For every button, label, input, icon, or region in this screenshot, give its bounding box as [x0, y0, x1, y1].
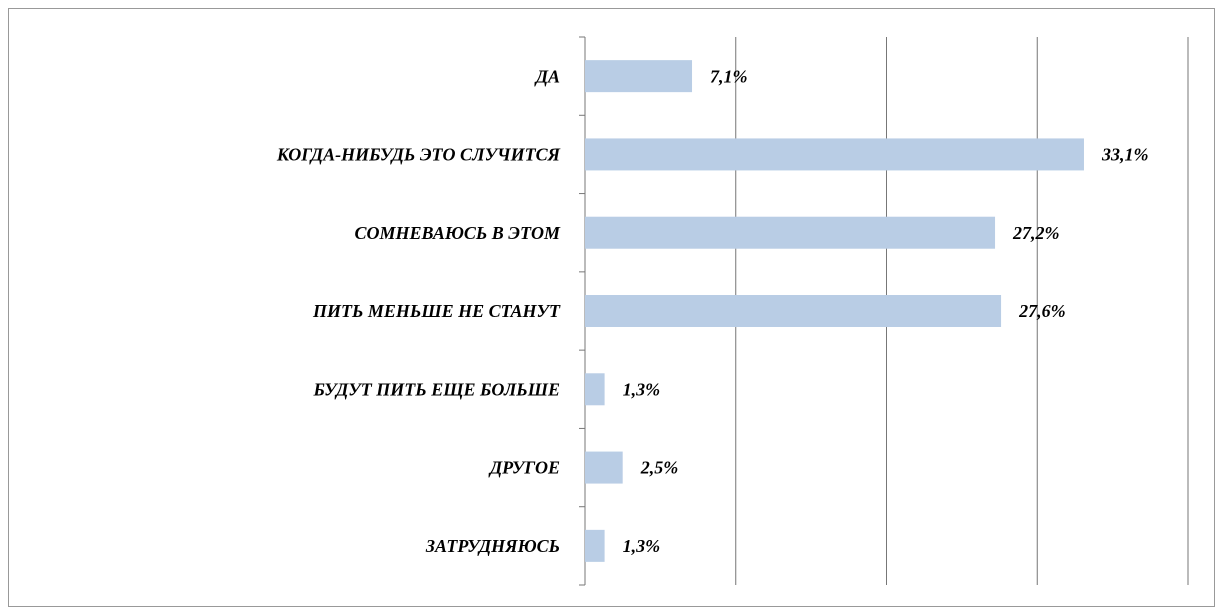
y-tick-label: КОГДА-НИБУДЬ ЭТО СЛУЧИТСЯ	[276, 145, 561, 165]
value-label: 33,1%	[1101, 145, 1149, 165]
y-tick-label: ДА	[534, 66, 560, 86]
bar	[585, 138, 1084, 171]
bar	[585, 373, 605, 406]
bar	[585, 295, 1002, 327]
bar	[585, 529, 605, 562]
value-label: 7,1%	[710, 66, 748, 86]
bar	[585, 451, 623, 484]
y-tick-label: ЗАТРУДНЯЮСЬ	[425, 536, 560, 556]
value-label: 27,2%	[1012, 223, 1060, 243]
y-tick-label: ДРУГОЕ	[488, 458, 560, 478]
value-label: 1,3%	[623, 536, 661, 556]
value-label: 27,6%	[1018, 301, 1066, 321]
value-label: 1,3%	[623, 379, 661, 399]
value-label: 2,5%	[640, 458, 679, 478]
bar	[585, 60, 693, 93]
y-tick-label: СОМНЕВАЮСЬ В ЭТОМ	[355, 223, 561, 243]
bar	[585, 216, 996, 249]
y-tick-label: БУДУТ ПИТЬ ЕЩЕ БОЛЬШЕ	[312, 379, 560, 399]
y-tick-label: ПИТЬ МЕНЬШЕ НЕ СТАНУТ	[312, 301, 561, 321]
